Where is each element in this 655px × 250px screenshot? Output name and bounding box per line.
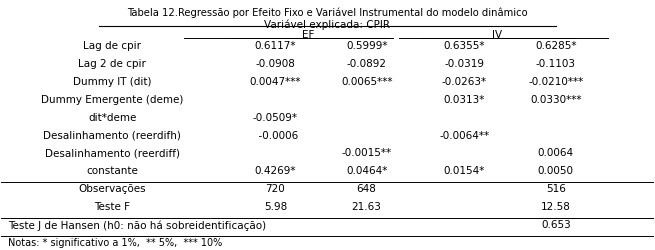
Text: 516: 516 xyxy=(546,184,566,194)
Text: Variável explicada: CPIR: Variável explicada: CPIR xyxy=(265,19,390,30)
Text: Desalinhamento (reerdifh): Desalinhamento (reerdifh) xyxy=(43,130,181,140)
Text: Teste F: Teste F xyxy=(94,202,130,212)
Text: 0.0313*: 0.0313* xyxy=(444,95,485,105)
Text: -0.0892: -0.0892 xyxy=(346,59,386,69)
Text: -0.0263*: -0.0263* xyxy=(442,77,487,87)
Text: 12.58: 12.58 xyxy=(541,202,571,212)
Text: 0.0047***: 0.0047*** xyxy=(250,77,301,87)
Text: -0.0064**: -0.0064** xyxy=(440,130,489,140)
Text: -0.0319: -0.0319 xyxy=(445,59,485,69)
Text: 0.4269*: 0.4269* xyxy=(255,166,296,176)
Text: -0.0015**: -0.0015** xyxy=(341,148,392,158)
Text: 0.0154*: 0.0154* xyxy=(444,166,485,176)
Text: dit*deme: dit*deme xyxy=(88,112,136,122)
Text: 21.63: 21.63 xyxy=(352,202,382,212)
Text: EF: EF xyxy=(302,30,314,40)
Text: Observações: Observações xyxy=(79,184,146,194)
Text: IV: IV xyxy=(492,30,502,40)
Text: 0.6117*: 0.6117* xyxy=(255,41,296,51)
Text: 0.0065***: 0.0065*** xyxy=(341,77,392,87)
Text: 0.653: 0.653 xyxy=(541,220,571,230)
Text: -0.0210***: -0.0210*** xyxy=(528,77,584,87)
Text: -0.0509*: -0.0509* xyxy=(253,112,298,122)
Text: 0.0464*: 0.0464* xyxy=(346,166,387,176)
Text: Dummy IT (dit): Dummy IT (dit) xyxy=(73,77,151,87)
Text: Notas: * significativo a 1%,  ** 5%,  *** 10%: Notas: * significativo a 1%, ** 5%, *** … xyxy=(8,238,222,248)
Text: Lag de cpir: Lag de cpir xyxy=(83,41,141,51)
Text: constante: constante xyxy=(86,166,138,176)
Text: -0.0006: -0.0006 xyxy=(252,130,299,140)
Text: -0.1103: -0.1103 xyxy=(536,59,576,69)
Text: 0.0064: 0.0064 xyxy=(538,148,574,158)
Text: Lag 2 de cpir: Lag 2 de cpir xyxy=(79,59,146,69)
Text: Dummy Emergente (deme): Dummy Emergente (deme) xyxy=(41,95,183,105)
Text: 0.6355*: 0.6355* xyxy=(443,41,485,51)
Text: Tabela 12.Regressão por Efeito Fixo e Variável Instrumental do modelo dinâmico: Tabela 12.Regressão por Efeito Fixo e Va… xyxy=(127,7,528,18)
Text: 0.0050: 0.0050 xyxy=(538,166,574,176)
Text: -0.0908: -0.0908 xyxy=(255,59,295,69)
Text: Teste J de Hansen (h0: não há sobreidentificação): Teste J de Hansen (h0: não há sobreident… xyxy=(8,220,266,231)
Text: 0.5999*: 0.5999* xyxy=(346,41,387,51)
Text: 0.6285*: 0.6285* xyxy=(535,41,576,51)
Text: 648: 648 xyxy=(357,184,377,194)
Text: Desalinhamento (reerdiff): Desalinhamento (reerdiff) xyxy=(45,148,179,158)
Text: 0.0330***: 0.0330*** xyxy=(530,95,582,105)
Text: 5.98: 5.98 xyxy=(264,202,287,212)
Text: 720: 720 xyxy=(265,184,285,194)
